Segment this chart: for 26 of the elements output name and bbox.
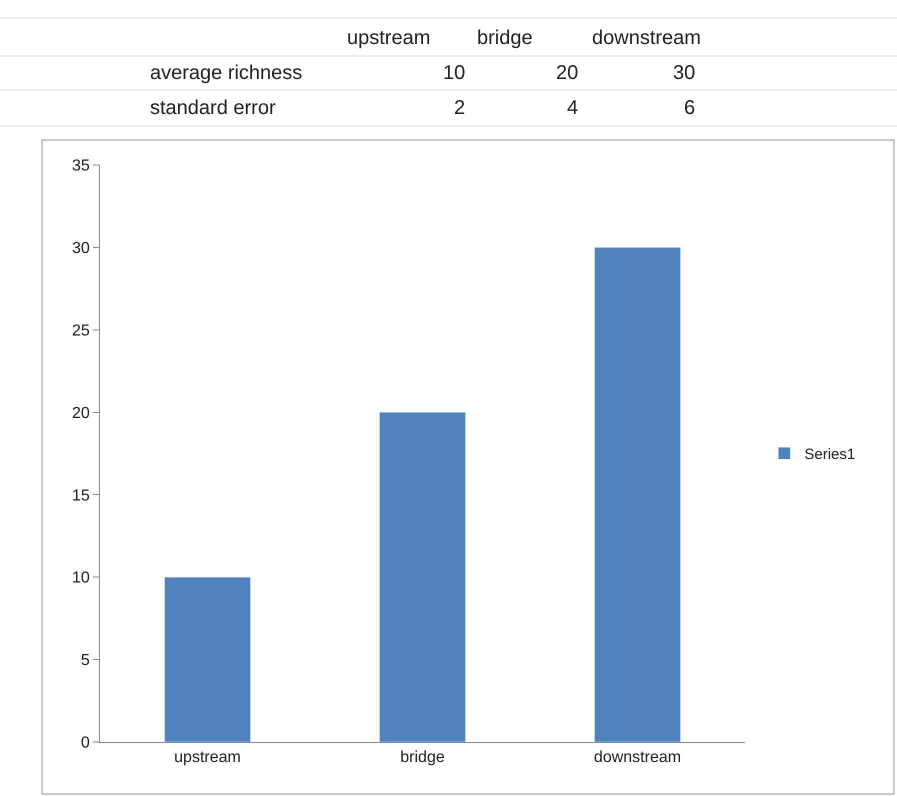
- category-label: upstream: [347, 27, 430, 49]
- y-tick-label: 35: [72, 158, 90, 175]
- x-tick-label: bridge: [400, 749, 445, 766]
- bar: [379, 412, 466, 742]
- text: 4: [567, 97, 578, 119]
- y-tick-label: 30: [72, 240, 90, 258]
- y-tick-label: 25: [72, 322, 90, 340]
- bar: [594, 247, 681, 742]
- category-label: bridge: [477, 27, 533, 49]
- text: 30: [673, 62, 696, 84]
- legend-label: Series1: [804, 446, 856, 464]
- x-tick-label: downstream: [594, 749, 682, 766]
- text: 20: [556, 62, 578, 84]
- x-tick-label: upstream: [174, 749, 241, 766]
- bar: [164, 576, 251, 742]
- y-tick-label: 10: [72, 570, 90, 587]
- y-tick-label: 0: [80, 734, 90, 752]
- text: 6: [684, 97, 696, 119]
- y-tick-label: 20: [72, 404, 90, 422]
- y-tick-label: 5: [80, 652, 90, 670]
- text: average richness: [150, 62, 302, 84]
- y-tick-label: 15: [72, 487, 90, 504]
- text: 10: [443, 62, 466, 84]
- category-label: downstream: [592, 27, 701, 49]
- text: standard error: [150, 97, 276, 119]
- text: 2: [454, 97, 466, 119]
